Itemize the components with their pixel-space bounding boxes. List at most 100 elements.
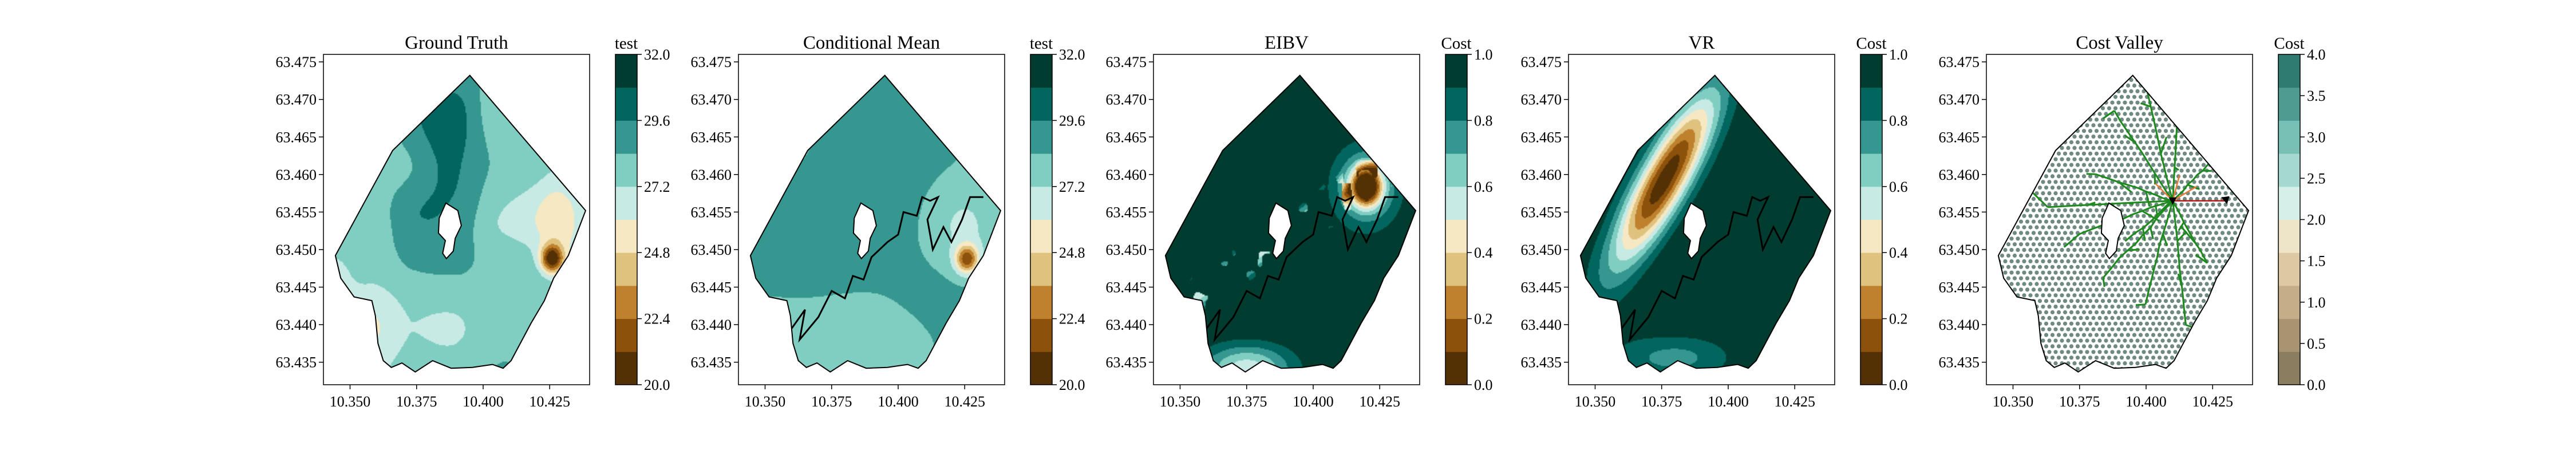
waypoint-dot — [2110, 305, 2115, 309]
waypoint-dot — [2182, 242, 2187, 247]
waypoint-dot — [2044, 75, 2049, 77]
waypoint-dot — [2079, 89, 2083, 93]
waypoint-dot — [2025, 344, 2030, 349]
waypoint-dot — [2170, 61, 2174, 65]
waypoint-dot — [2006, 94, 2011, 99]
waypoint-dot — [2081, 151, 2087, 156]
waypoint-dot — [2214, 366, 2219, 372]
waypoint-dot — [2066, 123, 2071, 128]
waypoint-dot — [2170, 106, 2175, 110]
colorbar-tick-label: 0.0 — [2307, 377, 2326, 393]
waypoint-dot — [1997, 66, 2001, 70]
waypoint-dot — [2192, 123, 2196, 128]
waypoint-dot — [2125, 253, 2131, 258]
waypoint-dot — [2018, 83, 2024, 88]
waypoint-dot — [2217, 338, 2222, 343]
waypoint-dot — [2204, 373, 2208, 377]
waypoint-dot — [2107, 264, 2112, 269]
waypoint-dot — [2063, 94, 2068, 99]
waypoint-dot — [2119, 356, 2124, 360]
waypoint-dot — [2022, 282, 2026, 286]
agent-path — [1206, 195, 1398, 343]
waypoint-dot — [2075, 366, 2080, 372]
waypoint-dot — [2123, 191, 2127, 196]
waypoint-dot — [2132, 333, 2137, 337]
waypoint-dot — [2207, 356, 2212, 360]
waypoint-dot — [2072, 361, 2077, 366]
waypoint-dot — [2230, 157, 2234, 161]
waypoint-dot — [2138, 242, 2143, 247]
waypoint-dot — [2056, 106, 2061, 110]
waypoint-dot — [2113, 185, 2118, 190]
waypoint-dot — [1988, 254, 1992, 258]
waypoint-dot — [1998, 338, 2001, 343]
waypoint-dot — [2094, 253, 2099, 258]
waypoint-dot — [2245, 321, 2249, 326]
waypoint-dot — [2044, 321, 2049, 326]
waypoint-dot — [2123, 338, 2127, 343]
waypoint-dot — [2069, 75, 2074, 77]
waypoint-dot — [2179, 248, 2184, 252]
waypoint-dot — [2097, 270, 2102, 275]
waypoint-dot — [2047, 350, 2052, 354]
waypoint-dot — [2245, 310, 2249, 315]
waypoint-dot — [2056, 321, 2061, 326]
waypoint-dot — [2016, 112, 2020, 116]
waypoint-dot — [2091, 89, 2096, 93]
colorbar-segment — [1030, 186, 1052, 220]
waypoint-dot — [2239, 83, 2244, 88]
waypoint-dot — [2056, 163, 2061, 167]
waypoint-dot — [2167, 259, 2171, 263]
waypoint-dot — [2003, 89, 2008, 93]
waypoint-dot — [2047, 373, 2051, 377]
waypoint-dot — [2037, 151, 2042, 156]
waypoint-dot — [2163, 106, 2168, 110]
waypoint-dot — [2100, 75, 2105, 77]
waypoint-dot — [2091, 78, 2096, 82]
waypoint-dot — [2201, 287, 2206, 292]
waypoint-dot — [2025, 117, 2030, 122]
waypoint-dot — [2028, 270, 2033, 275]
waypoint-dot — [2113, 163, 2118, 167]
waypoint-dot — [1994, 84, 1998, 88]
colorbar-tick-label: 3.5 — [2307, 88, 2326, 104]
waypoint-dot — [2142, 55, 2146, 59]
waypoint-dot — [2176, 140, 2181, 145]
waypoint-dot — [2125, 94, 2131, 99]
waypoint-dot — [2211, 66, 2215, 70]
waypoint-dot — [2230, 293, 2234, 298]
waypoint-dot — [2016, 157, 2020, 161]
waypoint-dot — [2201, 231, 2206, 235]
waypoint-dot — [2012, 310, 2017, 315]
waypoint-dot — [2217, 168, 2222, 173]
waypoint-dot — [2022, 78, 2026, 82]
waypoint-dot — [2186, 55, 2190, 59]
waypoint-dot — [2217, 78, 2222, 82]
waypoint-dot — [2075, 219, 2080, 224]
waypoint-dot — [2041, 100, 2045, 105]
waypoint-dot — [2154, 338, 2159, 343]
waypoint-dot — [2170, 344, 2175, 349]
waypoint-dot — [2018, 106, 2024, 110]
waypoint-dot — [2031, 264, 2036, 269]
waypoint-dot — [2012, 333, 2017, 337]
waypoint-dot — [2239, 287, 2244, 292]
waypoint-dot — [2242, 168, 2247, 173]
waypoint-dot — [2151, 208, 2156, 212]
waypoint-dot — [1990, 327, 1994, 331]
waypoint-dot — [2132, 174, 2137, 179]
waypoint-dot — [2186, 89, 2190, 93]
candidate-edge — [2172, 185, 2198, 202]
waypoint-dot — [2037, 299, 2042, 303]
x-tick-label: 10.425 — [2192, 393, 2234, 410]
waypoint-dot — [2097, 55, 2101, 59]
waypoint-dot — [2053, 191, 2058, 196]
waypoint-dot — [2012, 276, 2017, 281]
waypoint-dot — [2018, 129, 2024, 133]
waypoint-dot — [2154, 373, 2158, 377]
waypoint-dot — [2163, 310, 2168, 315]
waypoint-dot — [2069, 94, 2074, 99]
waypoint-dot — [2091, 55, 2095, 59]
waypoint-dot — [2179, 305, 2184, 309]
waypoint-dot — [2025, 242, 2030, 247]
